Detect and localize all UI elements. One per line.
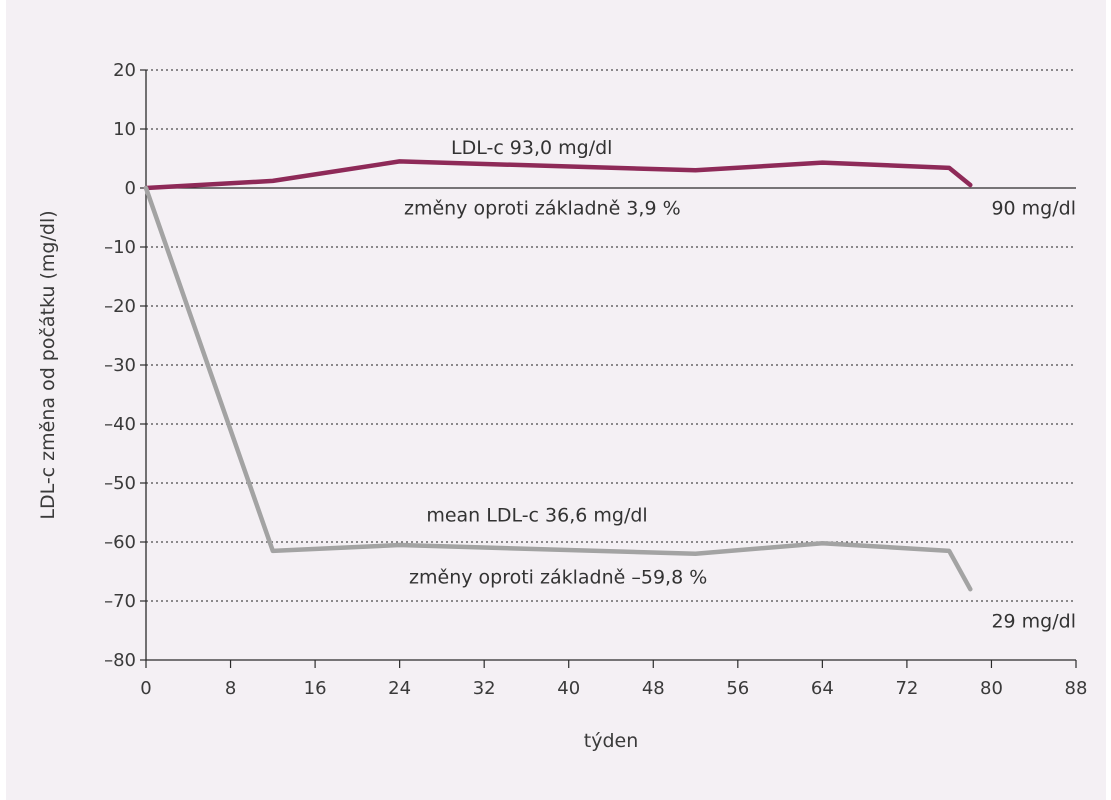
x-tick-label: 88 [1065, 678, 1088, 699]
y-tick-label: –70 [104, 591, 136, 612]
series-line-2 [143, 185, 973, 592]
y-tick-label: –20 [104, 296, 136, 317]
y-tick-label: 10 [113, 119, 136, 140]
x-tick-label: 8 [225, 678, 236, 699]
annotation-lower-end: 29 mg/dl [991, 611, 1076, 633]
x-tick-label: 48 [642, 678, 665, 699]
x-tick-label: 0 [140, 678, 151, 699]
x-tick-label: 32 [473, 678, 496, 699]
x-tick-label: 72 [895, 678, 918, 699]
annotation-upper-change: změny oproti základně 3,9 % [404, 198, 681, 220]
grid-lines [146, 69, 1076, 602]
x-tick-label: 80 [980, 678, 1003, 699]
x-tick-label: 16 [304, 678, 327, 699]
series-line-1 [143, 159, 973, 191]
chart-panel: 20 10 0 –10 –20 –30 –40 –50 –60 –70 –80 0 8 16 24 32 40 4… [6, 0, 1106, 800]
axes [140, 69, 1077, 668]
x-tick-label: 40 [557, 678, 580, 699]
x-tick-label: 64 [811, 678, 834, 699]
y-tick-label: –50 [104, 473, 136, 494]
series-lines [143, 159, 973, 592]
y-tick-label: –60 [104, 532, 136, 553]
y-tick-label: –30 [104, 355, 136, 376]
x-tick-label: 56 [726, 678, 749, 699]
y-tick-label: 0 [125, 178, 136, 199]
annotation-upper-end: 90 mg/dl [991, 198, 1076, 220]
y-tick-label: –10 [104, 237, 136, 258]
annotation-upper-mean: LDL-c 93,0 mg/dl [451, 137, 612, 159]
annotations: LDL-c 93,0 mg/dl změny oproti základně 3,… [404, 137, 1076, 633]
y-tick-label: –40 [104, 414, 136, 435]
x-axis-label: týden [584, 730, 639, 752]
y-tick-label: –80 [104, 650, 136, 671]
y-tick-label: 20 [113, 60, 136, 81]
annotation-lower-mean: mean LDL-c 36,6 mg/dl [426, 504, 647, 526]
x-tick-label: 24 [388, 678, 411, 699]
annotation-lower-change: změny oproti základně –59,8 % [409, 566, 707, 588]
y-axis-label: LDL-c změna od počátku (mg/dl) [37, 210, 59, 519]
